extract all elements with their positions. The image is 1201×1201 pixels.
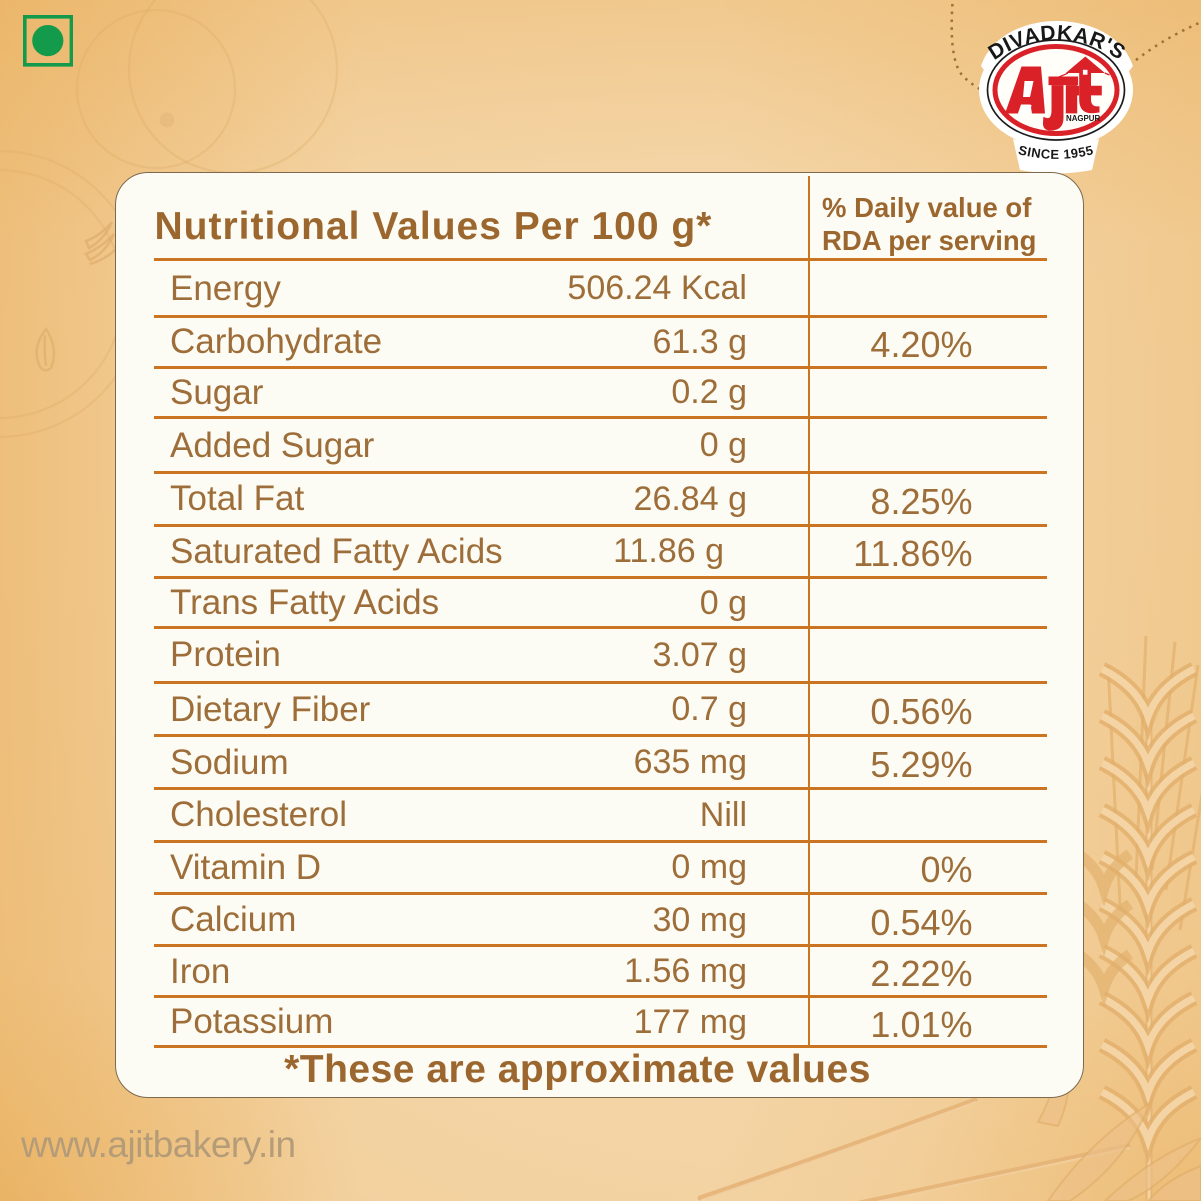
svg-text:NAGPUR: NAGPUR [1066, 114, 1100, 123]
svg-text:SINCE 1955: SINCE 1955 [1017, 142, 1095, 162]
